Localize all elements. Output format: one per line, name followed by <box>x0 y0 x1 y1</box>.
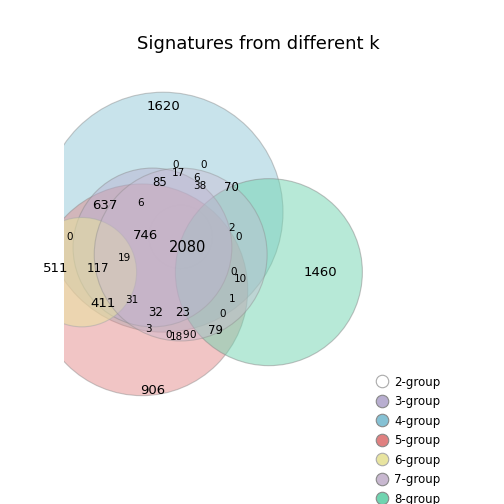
Text: 2080: 2080 <box>169 240 207 255</box>
Text: 18: 18 <box>170 332 183 342</box>
Legend: 2-group, 3-group, 4-group, 5-group, 6-group, 7-group, 8-group: 2-group, 3-group, 4-group, 5-group, 6-gr… <box>373 372 444 504</box>
Circle shape <box>43 92 283 332</box>
Text: 511: 511 <box>43 262 68 275</box>
Text: 411: 411 <box>90 297 116 310</box>
Text: 1460: 1460 <box>303 266 337 279</box>
Text: 38: 38 <box>194 181 207 191</box>
Text: 19: 19 <box>117 253 131 263</box>
Text: 906: 906 <box>140 384 165 397</box>
Text: 6: 6 <box>137 199 144 208</box>
Text: 0: 0 <box>165 330 171 340</box>
Text: 0: 0 <box>201 160 207 169</box>
Text: 637: 637 <box>92 199 117 212</box>
Circle shape <box>175 179 362 366</box>
Text: 32: 32 <box>149 306 163 319</box>
Circle shape <box>36 184 248 396</box>
Circle shape <box>27 218 137 327</box>
Text: 746: 746 <box>133 229 158 241</box>
Circle shape <box>73 168 232 327</box>
Text: 31: 31 <box>124 295 138 305</box>
Text: 1620: 1620 <box>146 100 180 113</box>
Text: 0: 0 <box>220 309 226 320</box>
Text: 117: 117 <box>87 262 109 275</box>
Text: 0: 0 <box>230 267 237 277</box>
Text: 79: 79 <box>209 324 223 337</box>
Text: 2: 2 <box>228 223 235 233</box>
Text: 17: 17 <box>172 168 185 178</box>
Circle shape <box>94 168 267 341</box>
Title: Signatures from different k: Signatures from different k <box>137 35 380 53</box>
Text: 0: 0 <box>190 330 196 340</box>
Text: 1: 1 <box>228 294 235 303</box>
Text: 0: 0 <box>67 232 73 242</box>
Text: 0: 0 <box>172 160 178 169</box>
Text: 23: 23 <box>175 306 190 319</box>
Text: 3: 3 <box>146 324 152 334</box>
Text: 6: 6 <box>193 172 200 182</box>
Text: 10: 10 <box>233 274 246 284</box>
Text: 0: 0 <box>236 232 242 242</box>
Text: 85: 85 <box>152 176 167 188</box>
Text: 70: 70 <box>224 181 239 194</box>
Text: 9: 9 <box>182 330 188 340</box>
